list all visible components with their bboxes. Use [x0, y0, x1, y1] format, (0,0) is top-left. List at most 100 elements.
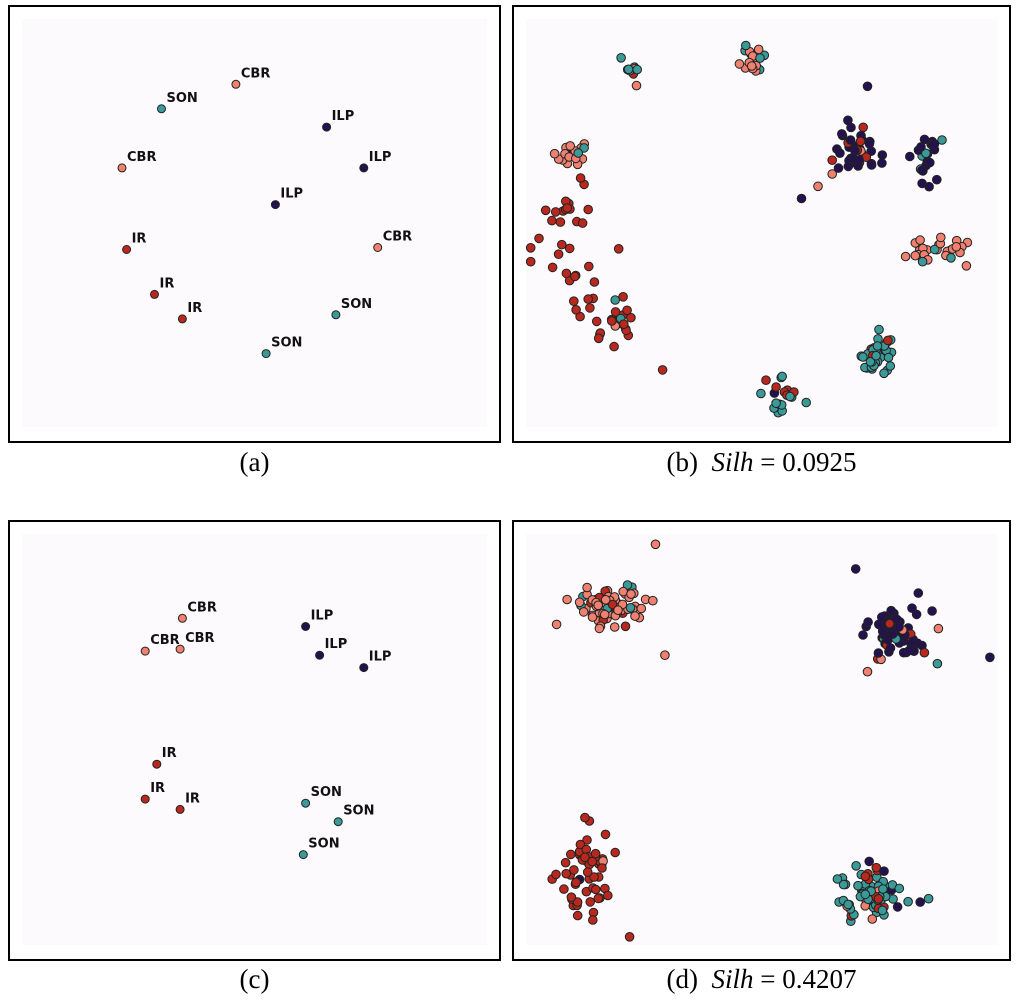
- data-point-ir: [566, 892, 577, 903]
- data-point-ilp: [854, 155, 864, 165]
- caption-b: (b) Silh = 0.0925: [512, 447, 1011, 478]
- caption-c-text: (c): [239, 964, 270, 994]
- data-point-son: [777, 371, 788, 382]
- data-point-son: [903, 896, 913, 907]
- data-point-cbr: [961, 260, 972, 271]
- data-point-ir: [593, 893, 604, 904]
- data-point-ilp: [915, 897, 926, 907]
- plot-area: [526, 19, 997, 427]
- data-point-ir: [860, 871, 871, 882]
- data-point-son: [622, 580, 633, 590]
- caption-c: (c): [8, 964, 501, 995]
- data-point-cbr: [915, 235, 925, 245]
- data-point-cbr: [746, 61, 757, 71]
- data-point-ir: [827, 155, 838, 165]
- data-point-ir: [569, 296, 579, 307]
- data-point-ilp: [322, 122, 332, 132]
- data-point-ilp: [879, 866, 889, 877]
- data-point-cbr: [565, 141, 576, 151]
- data-point-ir: [577, 218, 588, 228]
- data-point-ilp: [886, 605, 897, 616]
- data-point-ilp: [864, 139, 875, 149]
- data-point-son: [878, 884, 888, 894]
- data-point-ir: [152, 759, 162, 769]
- data-point-ir: [534, 233, 544, 244]
- data-point-ir: [607, 599, 618, 610]
- data-point-ir: [610, 847, 620, 858]
- data-point-son: [261, 349, 271, 359]
- data-point-ir: [525, 256, 536, 267]
- data-point-son: [157, 104, 166, 114]
- data-point-cbr: [551, 619, 562, 630]
- data-point-son: [872, 341, 883, 351]
- data-point-ilp: [985, 652, 995, 663]
- data-point-ir: [122, 245, 132, 254]
- caption-d-tag: (d): [666, 964, 698, 994]
- data-point-ilp: [796, 193, 807, 204]
- data-point-cbr: [951, 242, 962, 252]
- data-point-ir: [569, 865, 579, 875]
- data-point-ilp: [929, 139, 940, 149]
- point-label-son: SON: [308, 837, 339, 852]
- data-point-cbr: [117, 163, 127, 173]
- data-point-ir: [873, 894, 884, 904]
- data-point-ir: [572, 910, 583, 921]
- point-label-ilp: ILP: [311, 609, 334, 624]
- data-point-ir: [555, 217, 566, 227]
- data-point-ir: [562, 203, 573, 213]
- data-point-ir: [547, 262, 558, 273]
- data-point-cbr: [175, 644, 185, 654]
- data-point-ilp: [877, 150, 888, 160]
- data-point-ir: [622, 305, 632, 316]
- caption-d-metric: Silh: [711, 964, 754, 994]
- data-point-ir: [657, 365, 668, 375]
- data-point-ilp: [873, 648, 884, 658]
- data-point-son: [331, 310, 341, 320]
- point-label-cbr: CBR: [241, 66, 270, 81]
- data-point-ilp: [359, 163, 369, 173]
- data-point-ir: [593, 333, 604, 344]
- data-point-ir: [583, 294, 593, 304]
- data-point-son: [917, 256, 928, 267]
- data-point-son: [298, 850, 308, 860]
- data-point-ir: [591, 316, 602, 327]
- data-point-ir: [871, 862, 882, 873]
- data-point-ir: [919, 647, 930, 658]
- data-point-son: [843, 899, 853, 910]
- data-point-son: [871, 350, 881, 361]
- data-point-son: [832, 874, 843, 884]
- data-point-son: [885, 361, 896, 371]
- data-point-son: [946, 253, 956, 263]
- data-point-cbr: [630, 611, 640, 621]
- data-point-ilp: [270, 200, 280, 210]
- data-point-ir: [553, 249, 564, 259]
- data-point-cbr: [231, 79, 241, 89]
- data-point-ir: [771, 382, 781, 392]
- data-point-ir: [559, 884, 569, 894]
- data-point-son: [874, 324, 884, 335]
- data-point-ir: [855, 136, 866, 147]
- data-point-ir: [550, 207, 561, 217]
- data-point-ilp: [892, 902, 903, 912]
- scatter-plot-d: [526, 534, 997, 945]
- data-point-ilp: [858, 630, 868, 640]
- data-point-son: [932, 658, 943, 669]
- point-label-ir: IR: [187, 301, 202, 316]
- data-point-son: [865, 357, 876, 367]
- data-point-son: [610, 295, 620, 305]
- data-point-cbr: [613, 605, 623, 615]
- data-point-cbr: [177, 613, 187, 623]
- data-point-ir: [585, 897, 595, 907]
- data-point-ir: [561, 268, 572, 279]
- data-point-ir: [609, 341, 619, 352]
- point-label-ir: IR: [132, 232, 147, 247]
- data-point-ilp: [301, 622, 311, 631]
- caption-d-value: = 0.4207: [753, 964, 857, 994]
- scatter-plot-a: CBR SON ILP ILP CBR ILP CBR IR IR SON IR SON: [22, 19, 487, 427]
- data-point-ir: [566, 849, 576, 860]
- data-point-ir: [584, 261, 594, 272]
- data-point-ir: [525, 243, 536, 253]
- data-point-cbr: [648, 595, 658, 606]
- data-point-son: [921, 148, 931, 159]
- data-point-cbr: [618, 586, 628, 597]
